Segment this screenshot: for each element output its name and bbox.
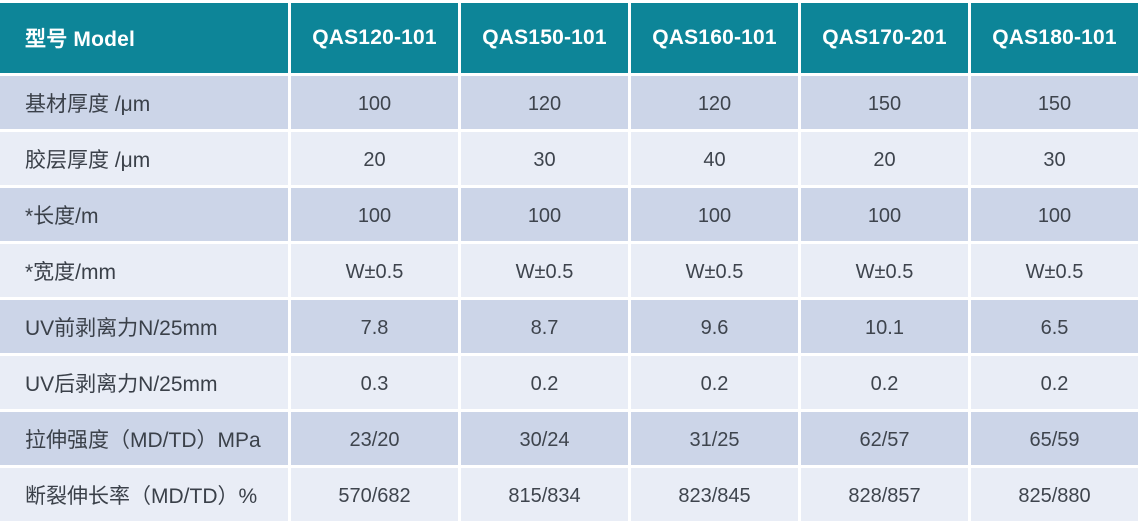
row-label: 胶层厚度 /μm xyxy=(0,132,288,185)
cell: W±0.5 xyxy=(801,244,968,297)
row-label: 拉伸强度（MD/TD）MPa xyxy=(0,412,288,465)
cell: 0.2 xyxy=(801,356,968,409)
cell: 30 xyxy=(971,132,1138,185)
cell: 10.1 xyxy=(801,300,968,353)
cell: 0.2 xyxy=(631,356,798,409)
cell: 825/880 xyxy=(971,468,1138,521)
table-row-elongation-at-break: 断裂伸长率（MD/TD）% 570/682 815/834 823/845 82… xyxy=(0,468,1138,521)
cell: 23/20 xyxy=(291,412,458,465)
cell: W±0.5 xyxy=(461,244,628,297)
cell: 0.3 xyxy=(291,356,458,409)
cell: 570/682 xyxy=(291,468,458,521)
cell: 828/857 xyxy=(801,468,968,521)
cell: 8.7 xyxy=(461,300,628,353)
cell: 20 xyxy=(801,132,968,185)
table-row-peel-force-before-uv: UV前剥离力N/25mm 7.8 8.7 9.6 10.1 6.5 xyxy=(0,300,1138,353)
table-row-length: *长度/m 100 100 100 100 100 xyxy=(0,188,1138,241)
cell: 120 xyxy=(631,76,798,129)
table-row-width: *宽度/mm W±0.5 W±0.5 W±0.5 W±0.5 W±0.5 xyxy=(0,244,1138,297)
table-row-adhesive-thickness: 胶层厚度 /μm 20 30 40 20 30 xyxy=(0,132,1138,185)
cell: 30 xyxy=(461,132,628,185)
row-label: 基材厚度 /μm xyxy=(0,76,288,129)
row-label: UV前剥离力N/25mm xyxy=(0,300,288,353)
cell: 30/24 xyxy=(461,412,628,465)
cell: W±0.5 xyxy=(631,244,798,297)
cell: W±0.5 xyxy=(971,244,1138,297)
cell: 0.2 xyxy=(461,356,628,409)
header-row: 型号 Model QAS120-101 QAS150-101 QAS160-10… xyxy=(0,3,1138,73)
row-label: 断裂伸长率（MD/TD）% xyxy=(0,468,288,521)
cell: 100 xyxy=(631,188,798,241)
cell: 9.6 xyxy=(631,300,798,353)
cell: 6.5 xyxy=(971,300,1138,353)
header-col-qas160-101: QAS160-101 xyxy=(631,3,798,73)
cell: 65/59 xyxy=(971,412,1138,465)
cell: 31/25 xyxy=(631,412,798,465)
header-col-qas180-101: QAS180-101 xyxy=(971,3,1138,73)
table-row-substrate-thickness: 基材厚度 /μm 100 120 120 150 150 xyxy=(0,76,1138,129)
cell: 120 xyxy=(461,76,628,129)
cell: 815/834 xyxy=(461,468,628,521)
cell: 40 xyxy=(631,132,798,185)
table-row-tensile-strength: 拉伸强度（MD/TD）MPa 23/20 30/24 31/25 62/57 6… xyxy=(0,412,1138,465)
cell: 7.8 xyxy=(291,300,458,353)
row-label: *长度/m xyxy=(0,188,288,241)
cell: 100 xyxy=(291,76,458,129)
cell: 150 xyxy=(971,76,1138,129)
cell: 100 xyxy=(801,188,968,241)
cell: 150 xyxy=(801,76,968,129)
row-label: UV后剥离力N/25mm xyxy=(0,356,288,409)
header-col-qas120-101: QAS120-101 xyxy=(291,3,458,73)
cell: 20 xyxy=(291,132,458,185)
cell: 0.2 xyxy=(971,356,1138,409)
cell: 100 xyxy=(291,188,458,241)
cell: 100 xyxy=(971,188,1138,241)
header-col-qas150-101: QAS150-101 xyxy=(461,3,628,73)
cell: 62/57 xyxy=(801,412,968,465)
header-model-label: 型号 Model xyxy=(0,3,288,73)
row-label: *宽度/mm xyxy=(0,244,288,297)
cell: W±0.5 xyxy=(291,244,458,297)
cell: 823/845 xyxy=(631,468,798,521)
table-row-peel-force-after-uv: UV后剥离力N/25mm 0.3 0.2 0.2 0.2 0.2 xyxy=(0,356,1138,409)
cell: 100 xyxy=(461,188,628,241)
header-col-qas170-201: QAS170-201 xyxy=(801,3,968,73)
